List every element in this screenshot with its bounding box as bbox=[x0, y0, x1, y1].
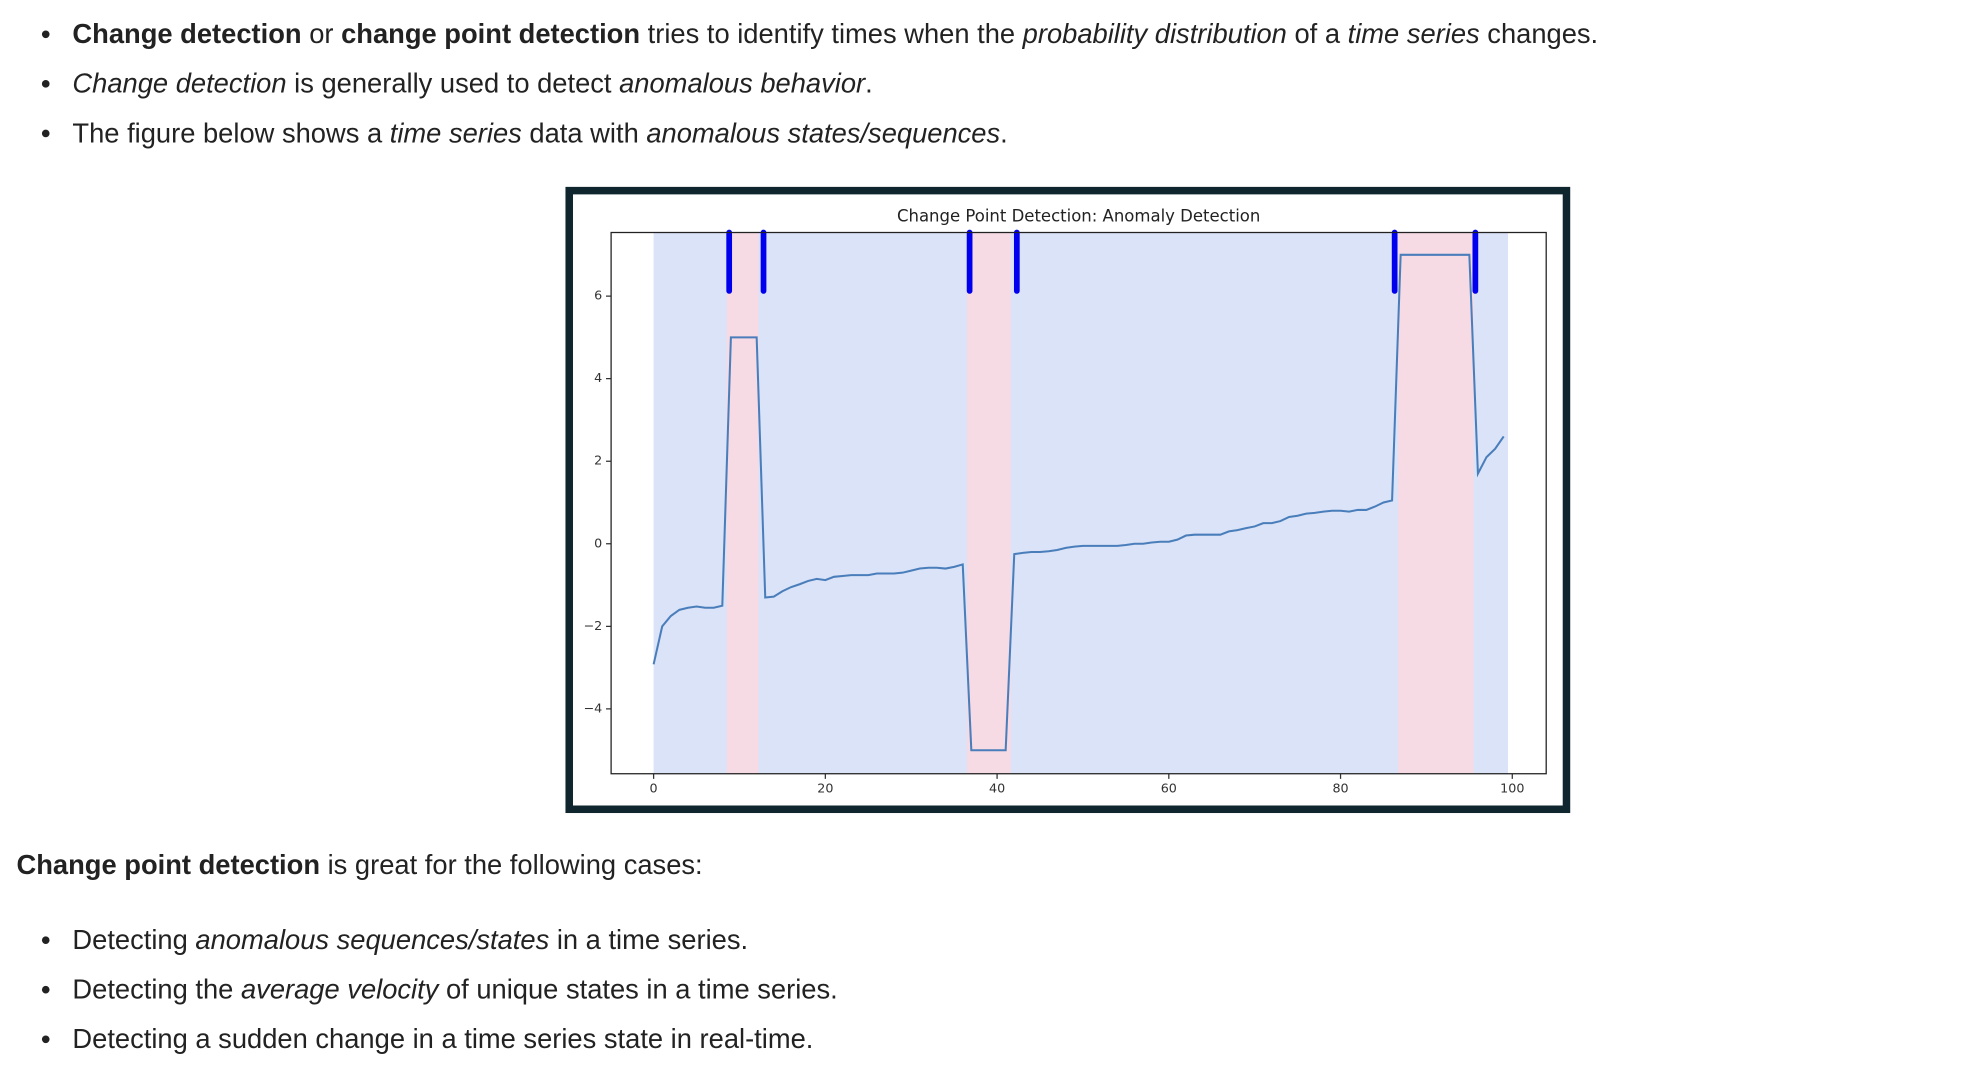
text-run: . bbox=[865, 68, 873, 100]
x-tick-label: 60 bbox=[1161, 780, 1177, 795]
text-run: of a bbox=[1286, 19, 1348, 50]
text-run: Detecting bbox=[72, 924, 196, 956]
text-run: Detecting the bbox=[72, 974, 241, 1005]
list-item: The figure below shows a time series dat… bbox=[72, 117, 1007, 150]
text-run: time series bbox=[1347, 19, 1480, 50]
text-run: data with bbox=[521, 118, 647, 149]
text-run: anomalous behavior bbox=[619, 68, 866, 100]
text-run: is generally used to detect bbox=[286, 68, 620, 100]
x-tick-label: 20 bbox=[817, 780, 833, 795]
list-item: Detecting the average velocity of unique… bbox=[72, 973, 837, 1006]
text-run: probability distribution bbox=[1022, 19, 1287, 50]
text-run: change point detection bbox=[341, 19, 641, 50]
text-run: . bbox=[1000, 118, 1008, 149]
list-item: Detecting a sudden change in a time seri… bbox=[72, 1023, 813, 1056]
bullet bbox=[41, 936, 50, 944]
bullet bbox=[41, 129, 50, 138]
shaded-region bbox=[653, 232, 1508, 774]
text-run: of unique states in a time series. bbox=[438, 974, 838, 1005]
shaded-region bbox=[726, 232, 759, 774]
text-run: Change detection bbox=[72, 19, 302, 50]
text-run: changes. bbox=[1479, 19, 1599, 50]
text-run: Change detection bbox=[72, 68, 287, 100]
shaded-region bbox=[967, 232, 1011, 774]
y-tick-label: −4 bbox=[584, 700, 603, 715]
text-run: time series bbox=[389, 118, 522, 149]
bullet bbox=[41, 30, 50, 39]
text-run: anomalous states/sequences bbox=[646, 118, 1001, 149]
bullet bbox=[41, 1035, 50, 1044]
text-run: anomalous sequences/states bbox=[195, 924, 550, 956]
text-run: Detecting a sudden change in a time seri… bbox=[72, 1024, 814, 1055]
x-tick-label: 40 bbox=[989, 780, 1005, 795]
chart-title: Change Point Detection: Anomaly Detectio… bbox=[897, 207, 1260, 226]
plot-frame bbox=[610, 231, 1547, 775]
y-tick-label: 0 bbox=[594, 535, 602, 550]
list-item: Change detection or change point detecti… bbox=[72, 18, 1598, 51]
x-tick-label: 80 bbox=[1332, 780, 1348, 795]
text-run: Change point detection bbox=[16, 849, 321, 881]
text-run: is great for the following cases: bbox=[320, 849, 703, 881]
list-item: Detecting anomalous sequences/states in … bbox=[72, 924, 748, 957]
y-tick-label: 2 bbox=[594, 453, 602, 468]
text-run: average velocity bbox=[240, 974, 439, 1005]
y-tick-label: 4 bbox=[594, 370, 602, 385]
list-item: Change detection is generally used to de… bbox=[72, 67, 872, 100]
series-line bbox=[652, 253, 1505, 752]
bullet bbox=[41, 985, 50, 994]
y-tick-label: −2 bbox=[584, 618, 603, 633]
x-tick-label: 100 bbox=[1500, 780, 1524, 795]
paragraph: Change point detection is great for the … bbox=[17, 849, 703, 882]
x-tick-label: 0 bbox=[650, 780, 658, 795]
y-tick-label: 6 bbox=[594, 288, 602, 303]
text-run: in a time series. bbox=[549, 924, 749, 956]
bullet bbox=[41, 80, 50, 88]
text-run: or bbox=[301, 19, 342, 50]
text-run: tries to identify times when the bbox=[640, 19, 1023, 50]
text-run: The figure below shows a bbox=[72, 118, 390, 149]
figure: Change Point Detection: Anomaly Detectio… bbox=[565, 186, 1571, 814]
shaded-region bbox=[1398, 232, 1474, 774]
